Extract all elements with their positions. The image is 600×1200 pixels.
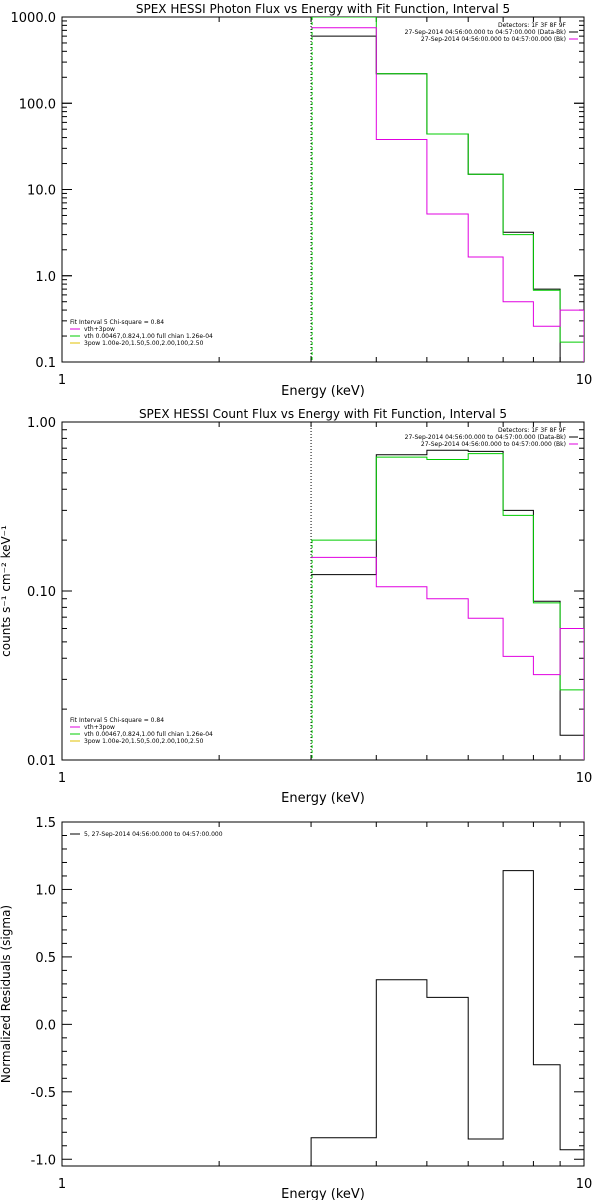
- series-1-line: [310, 870, 584, 1166]
- x-tick-label: 1: [58, 771, 66, 786]
- plot-frame: [61, 821, 585, 1167]
- x-tick-label: 10: [576, 373, 593, 388]
- legend-left-entry: vth 0.00467,0.824,1.00 full chian 1.26e-…: [84, 731, 213, 738]
- legend-right-entry: 27-Sep-2014 04:56:00.000 to 04:57:00.000…: [405, 29, 566, 36]
- legend-left-header: Fit Interval 5 Chi-square = 0.84: [70, 319, 164, 326]
- legend-left-entry: 5, 27-Sep-2014 04:56:00.000 to 04:57:00.…: [84, 831, 223, 838]
- x-tick-label: 1: [58, 1177, 66, 1192]
- legend-right-entry: 27-Sep-2014 04:56:00.000 to 04:57:00.000…: [421, 441, 566, 448]
- legend-left-entry: vth+3pow: [84, 326, 115, 333]
- plot-frame: [61, 421, 585, 761]
- legend-left-entry: vth 0.00467,0.824,1.00 full chian 1.26e-…: [84, 333, 213, 340]
- chart-title: SPEX HESSI Photon Flux vs Energy with Fi…: [136, 2, 510, 16]
- y-tick-label: 0.10: [27, 585, 56, 600]
- y-tick-label: 0.5: [35, 951, 56, 966]
- series-3-line: [311, 556, 584, 760]
- y-tick-label: 0.1: [35, 356, 56, 371]
- y-tick-label: 1000.0: [11, 11, 57, 26]
- legend-right-entry: 27-Sep-2014 04:56:00.000 to 04:57:00.000…: [421, 36, 566, 43]
- y-tick-label: 0.0: [35, 1018, 56, 1033]
- series-3-line: [311, 27, 584, 362]
- legend-right-entry: 27-Sep-2014 04:56:00.000 to 04:57:00.000…: [405, 434, 566, 441]
- legend-right-entry: Detectors: 1F 3F 8F 9F: [498, 427, 567, 434]
- chart-3: 1 10 -1.0 -0.5 0.0 0.5 1.0 1.5 Energy (keV) Norma…: [0, 816, 592, 1200]
- x-tick-label: 1: [58, 373, 66, 388]
- legend-left-entry: 3pow 1.00e-20,1.50,5.00,2.00,100,2.50: [84, 340, 204, 347]
- series-1-line: [311, 449, 584, 760]
- y-tick-label: 0.01: [27, 754, 56, 769]
- legend-left-entry: vth+3pow: [84, 724, 115, 731]
- plot-frame: [61, 16, 585, 363]
- y-tick-label: -0.5: [31, 1086, 56, 1101]
- y-tick-label: 1.5: [35, 816, 56, 831]
- series-2-line: [311, 17, 584, 362]
- legend-right-entry: Detectors: 1F 3F 8F 9F: [498, 22, 567, 29]
- x-axis-label: Energy (keV): [281, 791, 365, 806]
- x-axis-label: Energy (keV): [281, 1187, 365, 1200]
- y-tick-label: 1.0: [35, 883, 56, 898]
- chart-title: SPEX HESSI Count Flux vs Energy with Fit…: [139, 407, 507, 421]
- y-tick-label: 1.0: [35, 270, 56, 285]
- y-tick-label: 10.0: [27, 184, 56, 199]
- y-tick-label: 1.00: [27, 416, 56, 431]
- legend-left-entry: 3pow 1.00e-20,1.50,5.00,2.00,100,2.50: [84, 738, 204, 745]
- y-axis-label: counts s⁻¹ cm⁻² keV⁻¹: [0, 525, 13, 657]
- chart-2: SPEX HESSI Count Flux vs Energy with Fit…: [0, 407, 592, 806]
- x-axis-label: Energy (keV): [281, 384, 365, 399]
- y-axis-label: Normalized Residuals (sigma): [0, 905, 13, 1083]
- y-tick-label: 100.0: [19, 97, 56, 112]
- legend-left-header: Fit Interval 5 Chi-square = 0.84: [70, 717, 164, 724]
- y-tick-label: -1.0: [31, 1153, 56, 1168]
- x-tick-label: 10: [576, 1177, 593, 1192]
- series-1-line: [311, 35, 584, 362]
- series-2-line: [311, 453, 584, 760]
- x-tick-label: 10: [576, 771, 593, 786]
- chart-1: SPEX HESSI Photon Flux vs Energy with Fi…: [11, 2, 593, 399]
